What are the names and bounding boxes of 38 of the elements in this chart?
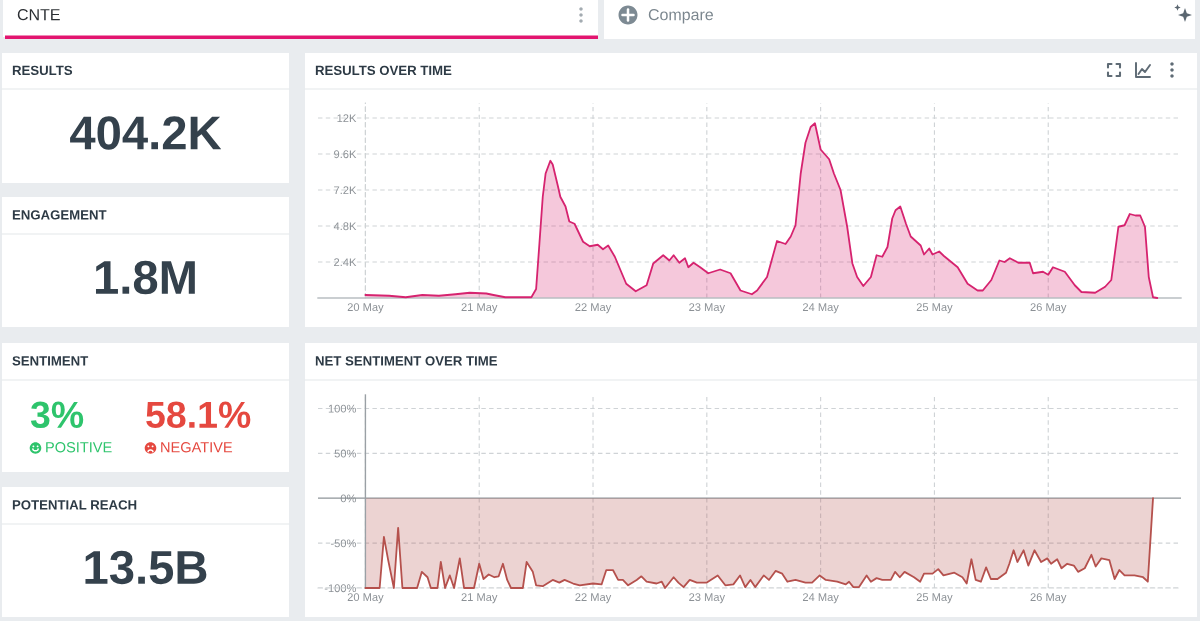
x-tick-label: 26 May (1030, 593, 1067, 604)
y-tick-label: 12K (337, 114, 357, 123)
text: 404.2K (70, 116, 222, 150)
text: CNTE (17, 8, 60, 21)
x-tick-label: 23 May (689, 593, 726, 604)
text: POTENTIAL REACH (12, 500, 137, 510)
x-tick-label: 20 May (347, 303, 384, 314)
y-tick-label: 7.2K (334, 186, 357, 195)
x-tick-label: 21 May (461, 593, 498, 604)
y-tick-label: 9.6K (334, 150, 357, 159)
text: Compare (648, 8, 713, 24)
y-tick-label: 50% (334, 449, 356, 458)
x-tick-label: 20 May (347, 593, 384, 604)
x-tick-label: 24 May (802, 303, 839, 314)
chart-title: RESULTS OVER TIME (315, 65, 452, 76)
x-tick-label: 21 May (461, 303, 498, 314)
text: POSITIVE (46, 442, 112, 453)
x-tick-label: 24 May (802, 593, 839, 604)
y-tick-label: 100% (328, 404, 356, 413)
text: RESULTS (12, 65, 73, 76)
x-tick-label: 26 May (1030, 303, 1067, 314)
text: SENTIMENT (12, 356, 89, 366)
y-tick-label: 2.4K (334, 258, 357, 267)
x-tick-label: 22 May (575, 593, 612, 604)
text: 58.1% (146, 401, 251, 429)
x-tick-label: 22 May (575, 303, 612, 314)
y-tick-label: -100% (324, 584, 356, 593)
x-tick-label: 25 May (916, 303, 953, 314)
text: 1.8M (95, 260, 195, 295)
text: 13.5B (85, 550, 207, 585)
text: ENGAGEMENT (12, 210, 107, 220)
text: NEGATIVE (161, 442, 233, 453)
text: 3% (30, 401, 84, 429)
chart-title: NET SENTIMENT OVER TIME (315, 356, 498, 366)
y-tick-label: -50% (330, 539, 356, 548)
y-tick-label: 4.8K (333, 222, 357, 231)
x-tick-label: 25 May (916, 593, 953, 604)
x-tick-label: 23 May (689, 303, 726, 314)
